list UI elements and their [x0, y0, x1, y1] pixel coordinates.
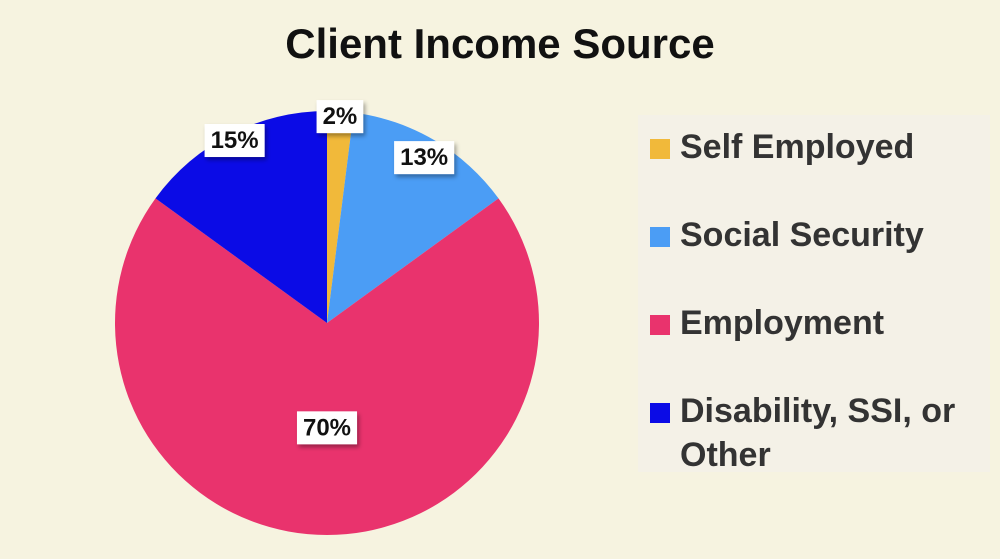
- data-label: 15%: [204, 124, 265, 158]
- legend-label: Social Security: [680, 216, 924, 254]
- legend: Self Employed Social Security Employment Di…: [638, 115, 990, 474]
- legend-swatch: [650, 227, 670, 247]
- legend-swatch: [650, 139, 670, 159]
- pie-slice: [115, 198, 539, 535]
- data-label-box: [296, 411, 358, 445]
- legend-item: Disability, SSI, or Other: [650, 389, 980, 477]
- data-label-text: 13%: [400, 144, 448, 171]
- pie-slice: [327, 112, 499, 323]
- legend-item: Self Employed: [650, 125, 980, 169]
- data-label-text: 70%: [303, 414, 351, 441]
- legend-item: Employment: [650, 301, 980, 345]
- data-label: 70%: [296, 411, 358, 445]
- legend-item: Social Security: [650, 213, 980, 257]
- data-label: 2%: [316, 100, 364, 134]
- pie-slice: [327, 111, 354, 323]
- legend-label: Self Employed: [680, 128, 915, 166]
- chart-title: Client Income Source: [285, 20, 715, 67]
- legend-swatch: [650, 315, 670, 335]
- data-label-text: 2%: [323, 103, 358, 130]
- data-label-text: 15%: [211, 127, 259, 154]
- legend-swatch: [650, 403, 670, 423]
- legend-label: Employment: [680, 304, 885, 342]
- data-label-box: [316, 100, 364, 134]
- data-label-box: [204, 124, 265, 158]
- pie-slice: [155, 111, 327, 323]
- data-label-box: [394, 141, 455, 175]
- data-label: 13%: [394, 141, 455, 175]
- legend-label: Disability, SSI, or Other: [680, 392, 956, 474]
